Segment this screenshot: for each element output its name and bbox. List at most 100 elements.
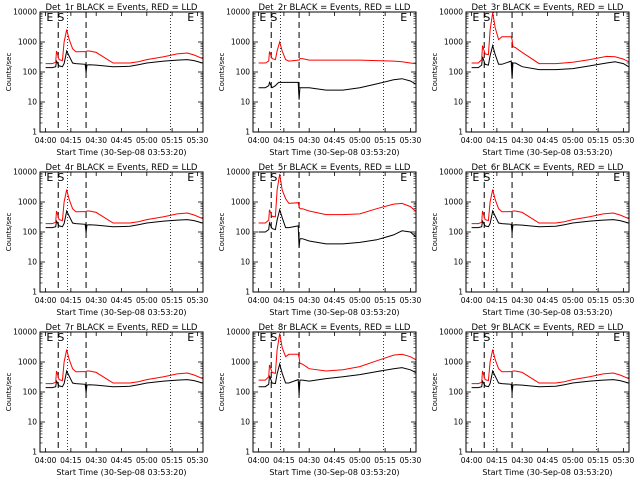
y-tick-label: 100 bbox=[449, 388, 464, 397]
x-tick-label: 05:30 bbox=[613, 136, 635, 145]
x-tick-label: 05:30 bbox=[187, 456, 209, 465]
y-tick-label: 10 bbox=[27, 98, 37, 107]
x-tick-label: 04:00 bbox=[461, 456, 483, 465]
y-tick-label: 1000 bbox=[18, 358, 37, 367]
event-marker-label: E bbox=[259, 11, 266, 24]
x-tick-label: 05:15 bbox=[161, 136, 183, 145]
x-tick-label: 05:15 bbox=[161, 456, 183, 465]
x-tick-label: 04:00 bbox=[461, 136, 483, 145]
x-tick-label: 04:15 bbox=[273, 296, 295, 305]
y-axis-label: Counts/sec bbox=[431, 53, 439, 92]
event-marker-label: S bbox=[270, 11, 277, 24]
chart-panel-9: Det_9r BLACK = Events, RED = LLD Counts/s… bbox=[431, 323, 634, 477]
x-tick-label: 04:45 bbox=[324, 136, 346, 145]
x-tick-label: 04:15 bbox=[60, 136, 82, 145]
y-tick-label: 1000 bbox=[444, 358, 463, 367]
y-tick-label: 10000 bbox=[13, 8, 37, 17]
y-tick-label: 100 bbox=[23, 68, 38, 77]
y-tick-label: 100 bbox=[449, 68, 464, 77]
events-series-line bbox=[471, 43, 629, 79]
y-tick-label: 1 bbox=[245, 288, 250, 297]
x-tick-label: 04:00 bbox=[248, 296, 270, 305]
y-axis-label: Counts/sec bbox=[5, 53, 13, 92]
plot-frame bbox=[39, 331, 204, 453]
plot-frame bbox=[39, 171, 204, 293]
x-axis-label: Start Time (30-Sep-08 03:53:20) bbox=[482, 308, 612, 317]
event-marker-label: E bbox=[472, 331, 479, 344]
event-marker-label: E bbox=[187, 171, 194, 184]
x-tick-label: 05:15 bbox=[161, 296, 183, 305]
x-axis-label: Start Time (30-Sep-08 03:53:20) bbox=[269, 468, 399, 477]
events-series-line bbox=[258, 362, 416, 395]
lld-series-line bbox=[471, 349, 629, 385]
events-series-line bbox=[471, 369, 629, 393]
events-series-line bbox=[45, 369, 203, 393]
plot-frame bbox=[39, 11, 204, 133]
y-tick-label: 10 bbox=[453, 258, 463, 267]
x-tick-label: 05:00 bbox=[349, 136, 371, 145]
x-tick-label: 04:15 bbox=[60, 456, 82, 465]
x-tick-label: 05:15 bbox=[587, 456, 609, 465]
chart-panel-5: Det_5r BLACK = Events, RED = LLD Counts/s… bbox=[218, 163, 421, 317]
lld-series-line bbox=[45, 349, 203, 385]
lld-series-line bbox=[45, 189, 203, 225]
x-tick-label: 04:45 bbox=[324, 456, 346, 465]
x-tick-label: 05:30 bbox=[613, 456, 635, 465]
chart-panel-8: Det_8r BLACK = Events, RED = LLD Counts/s… bbox=[218, 323, 421, 477]
chart-panel-2: Det_2r BLACK = Events, RED = LLD Counts/s… bbox=[218, 3, 421, 157]
plot-frame bbox=[252, 11, 417, 133]
x-tick-label: 04:00 bbox=[461, 296, 483, 305]
y-tick-label: 10000 bbox=[439, 168, 463, 177]
plot-frame bbox=[252, 171, 417, 293]
chart-title: Det_4r BLACK = Events, RED = LLD bbox=[46, 163, 198, 173]
x-tick-label: 04:15 bbox=[486, 296, 508, 305]
y-tick-label: 10000 bbox=[13, 328, 37, 337]
y-tick-label: 100 bbox=[236, 388, 251, 397]
y-axis-label: Counts/sec bbox=[431, 213, 439, 252]
y-tick-label: 1 bbox=[32, 288, 37, 297]
x-tick-label: 05:30 bbox=[400, 296, 422, 305]
x-tick-label: 04:45 bbox=[324, 296, 346, 305]
chart-title: Det_7r BLACK = Events, RED = LLD bbox=[46, 323, 198, 333]
y-axis-label: Counts/sec bbox=[218, 213, 226, 252]
y-tick-label: 10 bbox=[453, 98, 463, 107]
lld-series-line bbox=[45, 29, 203, 65]
events-series-line bbox=[258, 207, 416, 248]
y-tick-label: 1 bbox=[245, 128, 250, 137]
x-tick-label: 04:30 bbox=[85, 456, 107, 465]
y-axis-label: Counts/sec bbox=[218, 373, 226, 412]
x-tick-label: 04:15 bbox=[60, 296, 82, 305]
x-tick-label: 04:30 bbox=[511, 296, 533, 305]
x-tick-label: 05:00 bbox=[136, 296, 158, 305]
x-tick-label: 05:00 bbox=[562, 296, 584, 305]
y-tick-label: 1000 bbox=[444, 38, 463, 47]
x-tick-label: 04:15 bbox=[273, 136, 295, 145]
x-tick-label: 05:15 bbox=[374, 136, 396, 145]
x-tick-label: 05:00 bbox=[349, 296, 371, 305]
y-tick-label: 1000 bbox=[231, 38, 250, 47]
event-marker-label: E bbox=[613, 171, 620, 184]
y-tick-label: 1000 bbox=[444, 198, 463, 207]
y-tick-label: 1 bbox=[458, 288, 463, 297]
x-axis-label: Start Time (30-Sep-08 03:53:20) bbox=[56, 308, 186, 317]
y-tick-label: 10 bbox=[240, 418, 250, 427]
event-marker-label: E bbox=[472, 171, 479, 184]
y-tick-label: 1 bbox=[458, 448, 463, 457]
chart-panel-1: Det_1r BLACK = Events, RED = LLD Counts/s… bbox=[5, 3, 208, 157]
plot-frame bbox=[465, 11, 630, 133]
y-tick-label: 100 bbox=[236, 68, 251, 77]
x-tick-label: 05:00 bbox=[562, 456, 584, 465]
y-tick-label: 1000 bbox=[231, 358, 250, 367]
x-tick-label: 04:30 bbox=[298, 296, 320, 305]
lld-series-line bbox=[258, 174, 416, 224]
event-marker-label: S bbox=[57, 11, 64, 24]
chart-panel-4: Det_4r BLACK = Events, RED = LLD Counts/s… bbox=[5, 163, 208, 317]
x-tick-label: 05:15 bbox=[374, 456, 396, 465]
x-tick-label: 04:15 bbox=[486, 456, 508, 465]
event-marker-label: S bbox=[270, 171, 277, 184]
y-axis-label: Counts/sec bbox=[431, 373, 439, 412]
y-tick-label: 10 bbox=[240, 258, 250, 267]
events-series-line bbox=[45, 49, 203, 73]
y-tick-label: 10 bbox=[27, 258, 37, 267]
